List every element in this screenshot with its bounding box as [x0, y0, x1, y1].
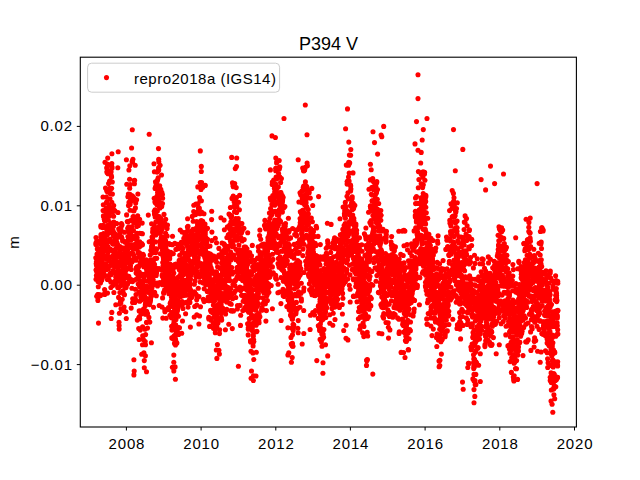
svg-text:2010: 2010: [183, 435, 220, 452]
svg-text:0.00: 0.00: [40, 276, 72, 293]
svg-text:0.01: 0.01: [40, 197, 72, 214]
svg-text:P394 V: P394 V: [299, 34, 358, 54]
svg-text:2018: 2018: [482, 435, 519, 452]
svg-text:2016: 2016: [407, 435, 444, 452]
svg-text:0.02: 0.02: [40, 117, 72, 134]
svg-text:repro2018a (IGS14): repro2018a (IGS14): [134, 70, 276, 87]
svg-text:2020: 2020: [557, 435, 594, 452]
svg-text:2012: 2012: [258, 435, 295, 452]
svg-text:−0.01: −0.01: [31, 356, 73, 373]
svg-text:2008: 2008: [109, 435, 146, 452]
svg-text:2014: 2014: [333, 435, 370, 452]
svg-text:m: m: [5, 236, 22, 249]
